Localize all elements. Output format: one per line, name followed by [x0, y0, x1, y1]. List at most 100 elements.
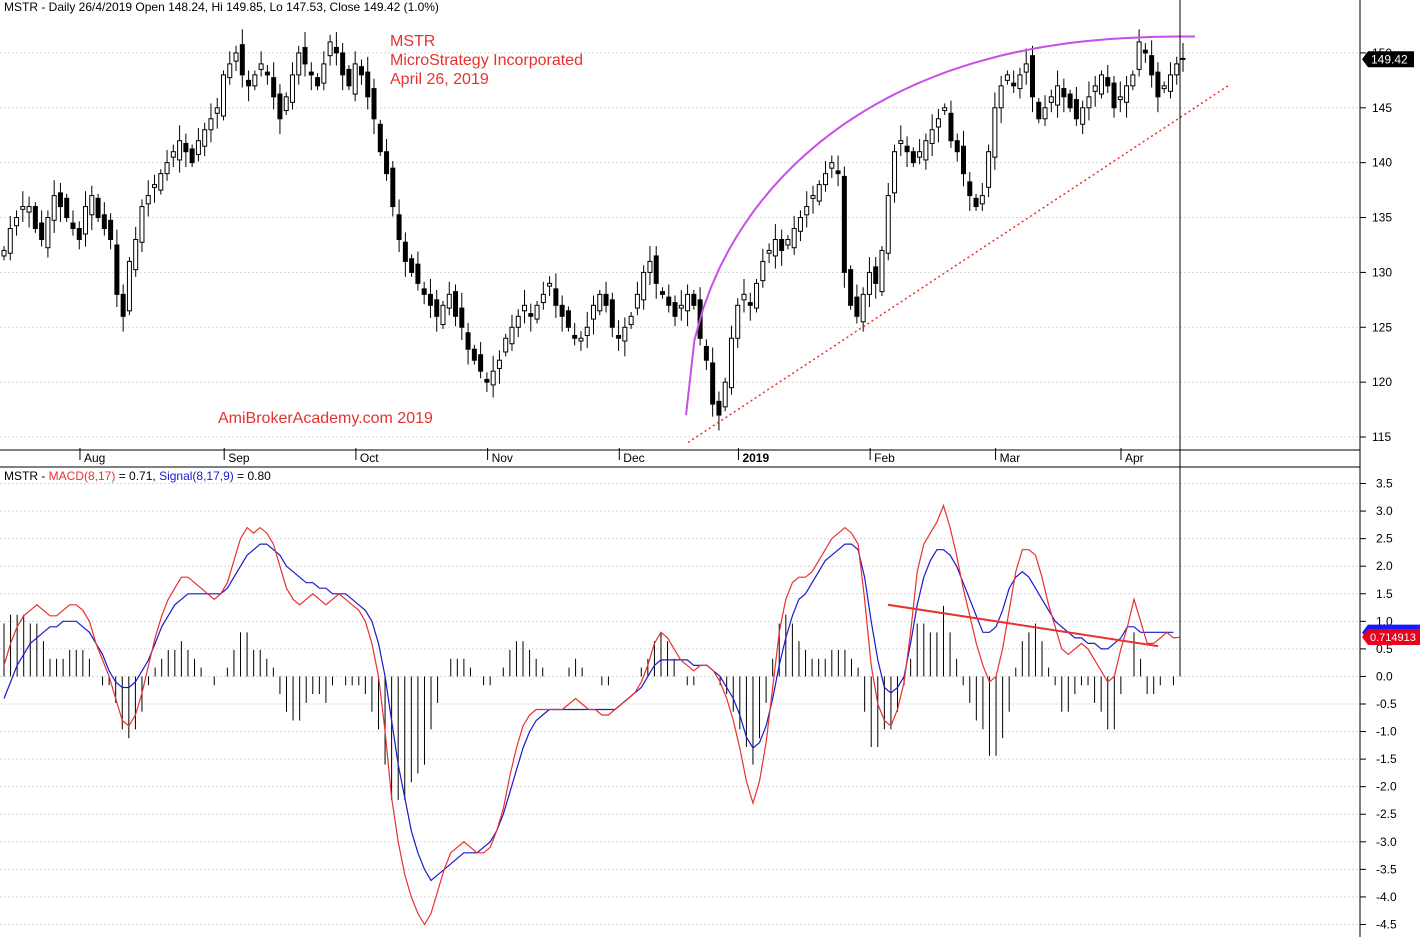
- candle-body: [904, 145, 910, 153]
- macd-tick-label: -3.0: [1376, 835, 1397, 849]
- candle-body: [327, 41, 333, 57]
- price-tick-label: 120: [1372, 375, 1392, 389]
- candle-body: [1155, 71, 1161, 98]
- candle-body: [208, 118, 214, 131]
- price-tick-label: 140: [1372, 156, 1392, 170]
- candle-body: [597, 293, 603, 312]
- candle-body: [478, 354, 484, 372]
- candle-body: [402, 241, 408, 262]
- candle-body: [547, 282, 553, 287]
- signal-line: [3, 543, 1174, 882]
- candle-body: [509, 326, 515, 345]
- candle-body: [1130, 74, 1136, 87]
- candle-body: [885, 195, 891, 254]
- candle-body: [559, 304, 565, 317]
- month-label: 2019: [742, 451, 769, 465]
- candle-body: [283, 96, 289, 112]
- candle-body: [622, 326, 628, 342]
- title-date: April 26, 2019: [390, 71, 489, 88]
- candle-body: [1098, 74, 1104, 95]
- macd-line: [3, 503, 1181, 926]
- candle-body: [735, 304, 741, 339]
- candle-body: [1105, 77, 1111, 87]
- candle-body: [158, 173, 164, 191]
- candle-body: [1061, 88, 1067, 98]
- candle-body: [496, 359, 502, 369]
- candle-body: [252, 74, 258, 87]
- macd-tick-label: -4.0: [1376, 890, 1397, 904]
- candle-body: [89, 195, 95, 216]
- candle-body: [766, 249, 772, 254]
- candle-body: [308, 71, 314, 76]
- candle-body: [340, 52, 346, 76]
- candle-body: [101, 214, 107, 230]
- candle-body: [1073, 99, 1079, 120]
- month-label: Nov: [492, 451, 513, 465]
- candle-body: [810, 195, 816, 199]
- candle-body: [264, 71, 270, 76]
- candle-body: [365, 71, 371, 98]
- candle-body: [315, 77, 321, 87]
- candle-body: [20, 206, 26, 210]
- candle-body: [678, 304, 684, 309]
- month-label: Feb: [874, 451, 895, 465]
- candle-body: [1174, 63, 1180, 76]
- candle-body: [1029, 55, 1035, 98]
- candle-body: [1161, 85, 1167, 90]
- candle-body: [108, 219, 114, 240]
- candle-body: [1023, 63, 1029, 73]
- candle-body: [139, 206, 145, 243]
- macd-value-tag-label: 0.714913: [1370, 632, 1416, 644]
- candle-body: [51, 195, 57, 221]
- macd-tick-label: 3.5: [1376, 477, 1393, 491]
- candle-body: [1011, 82, 1017, 87]
- candle-body: [57, 192, 63, 208]
- candle-body: [628, 315, 634, 326]
- watermark: AmiBrokerAcademy.com 2019: [218, 410, 433, 427]
- title-company: MicroStrategy Incorporated: [390, 52, 583, 69]
- candle-body: [553, 288, 559, 306]
- candle-body: [760, 260, 766, 282]
- candle-body: [126, 260, 132, 312]
- price-header: MSTR - Daily 26/4/2019 Open 148.24, Hi 1…: [4, 0, 439, 14]
- candle-body: [1042, 107, 1048, 120]
- candle-body: [471, 348, 477, 361]
- candle-body: [1036, 101, 1042, 120]
- candle-body: [195, 140, 201, 155]
- candle-body: [302, 46, 308, 65]
- candle-body: [1180, 57, 1186, 60]
- candle-body: [434, 299, 440, 317]
- macd-tick-label: 2.0: [1376, 559, 1393, 573]
- macd-symbol: MSTR -: [4, 469, 49, 483]
- candle-body: [346, 68, 352, 87]
- macd-tick-label: -3.5: [1376, 862, 1397, 876]
- candle-body: [189, 148, 195, 164]
- candle-body: [214, 107, 220, 114]
- candle-body: [83, 206, 89, 235]
- candle-body: [446, 293, 452, 309]
- price-tick-label: 115: [1372, 430, 1391, 444]
- candle-body: [835, 170, 841, 175]
- month-label: Sep: [228, 451, 250, 465]
- macd-value: = 0.71,: [115, 469, 160, 483]
- candle-body: [534, 304, 540, 320]
- candle-body: [672, 302, 678, 317]
- candle-body: [76, 228, 82, 240]
- candle-body: [484, 378, 490, 383]
- macd-tick-label: -4.5: [1376, 917, 1397, 931]
- candle-body: [465, 332, 471, 350]
- candle-body: [948, 112, 954, 142]
- candle-body: [791, 228, 797, 249]
- candle-body: [848, 269, 854, 306]
- candle-body: [1048, 96, 1054, 103]
- candle-body: [377, 123, 383, 153]
- candle-body: [64, 197, 70, 219]
- macd-tick-label: 1.5: [1376, 587, 1393, 601]
- candle-body: [917, 151, 923, 158]
- macd-tick-label: -2.0: [1376, 780, 1397, 794]
- candle-body: [722, 381, 728, 408]
- candle-body: [1017, 74, 1023, 90]
- candle-body: [333, 46, 339, 54]
- candle-body: [823, 173, 829, 186]
- candle-body: [716, 400, 722, 416]
